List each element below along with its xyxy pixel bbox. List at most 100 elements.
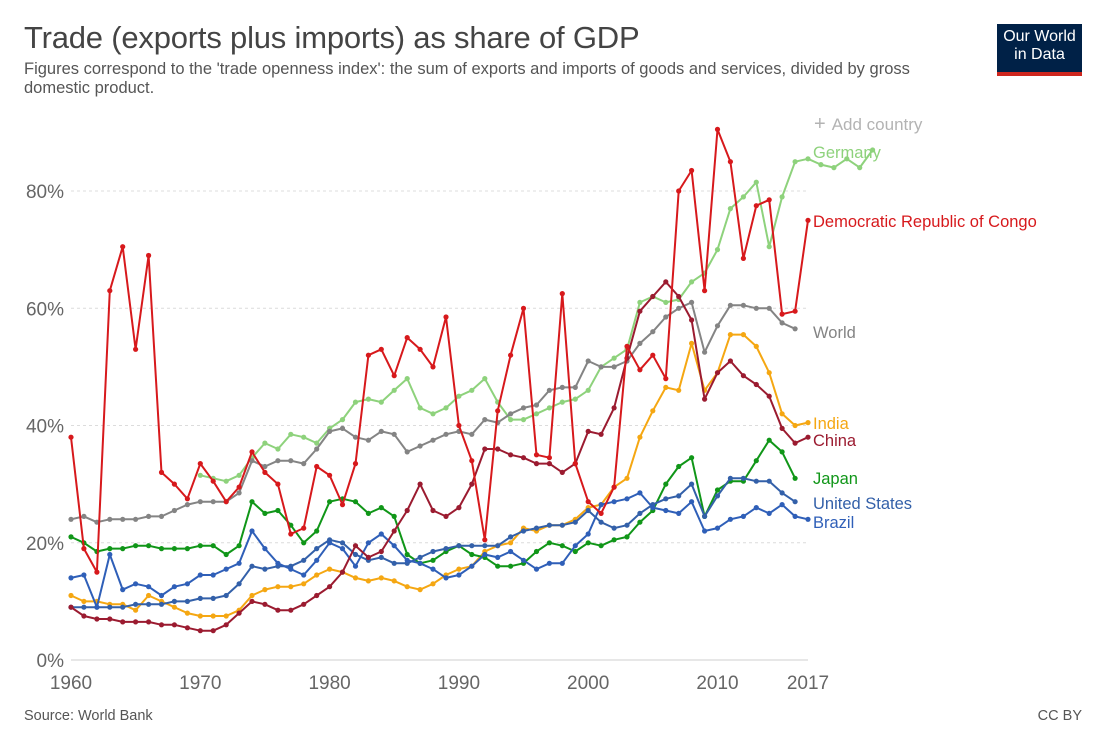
data-point-world: [236, 490, 242, 496]
data-point-democratic-republic-of-congo: [146, 252, 152, 259]
data-point-japan: [327, 499, 333, 505]
data-point-brazil: [766, 510, 772, 516]
data-point-democratic-republic-of-congo: [624, 343, 630, 349]
x-tick-label: 2000: [567, 673, 609, 694]
data-point-india: [676, 387, 682, 393]
data-point-india: [792, 422, 798, 429]
data-point-germany: [611, 355, 617, 361]
data-point-united-states: [146, 601, 152, 607]
data-point-germany: [533, 411, 540, 417]
data-point-china: [753, 381, 759, 388]
data-point-world: [146, 513, 152, 520]
data-point-japan: [611, 537, 617, 543]
data-point-brazil: [107, 551, 113, 558]
data-point-world: [559, 384, 565, 390]
data-point-world: [520, 405, 527, 411]
data-point-india: [146, 592, 152, 599]
data-point-democratic-republic-of-congo: [689, 167, 695, 174]
data-point-china: [301, 601, 307, 607]
data-point-china: [508, 452, 514, 458]
data-point-democratic-republic-of-congo: [702, 288, 708, 294]
data-point-india: [456, 566, 462, 572]
data-point-united-states: [714, 493, 721, 499]
series-line-india: [70, 333, 809, 617]
data-point-world: [753, 305, 759, 311]
data-point-democratic-republic-of-congo: [365, 352, 371, 358]
data-point-united-states: [262, 566, 268, 572]
data-point-world: [184, 502, 190, 508]
data-point-germany: [559, 399, 565, 405]
data-point-world: [81, 513, 87, 520]
series-label-brazil: Brazil: [813, 514, 854, 532]
data-point-china: [430, 507, 436, 514]
data-point-china: [495, 446, 501, 452]
data-point-united-states: [391, 560, 397, 566]
license-link[interactable]: CC BY: [1037, 708, 1082, 724]
data-point-india: [740, 332, 747, 338]
series-label-china: China: [813, 432, 857, 450]
data-point-germany: [301, 434, 307, 440]
data-point-democratic-republic-of-congo: [68, 434, 74, 440]
data-point-united-states: [520, 528, 527, 534]
data-point-democratic-republic-of-congo: [753, 203, 759, 209]
data-point-china: [314, 592, 320, 599]
data-point-world: [676, 305, 682, 311]
data-point-world: [546, 387, 553, 393]
data-point-democratic-republic-of-congo: [714, 126, 721, 132]
data-point-united-states: [779, 490, 785, 496]
data-point-china: [327, 584, 333, 590]
data-point-united-states: [533, 525, 540, 531]
data-point-china: [197, 628, 203, 634]
data-point-germany: [430, 411, 436, 417]
data-point-brazil: [301, 572, 307, 578]
data-point-japan: [753, 458, 759, 464]
data-point-brazil: [624, 496, 630, 502]
data-point-india: [766, 370, 772, 376]
data-point-germany: [663, 299, 669, 305]
data-point-china: [792, 440, 798, 446]
data-point-brazil: [275, 560, 281, 566]
data-point-united-states: [236, 581, 242, 587]
data-point-india: [779, 411, 785, 417]
data-point-china: [378, 548, 384, 555]
owid-logo[interactable]: Our World in Data: [997, 24, 1082, 76]
data-point-democratic-republic-of-congo: [197, 461, 203, 467]
data-point-democratic-republic-of-congo: [184, 496, 190, 502]
series-label-germany: Germany: [813, 144, 882, 162]
data-point-united-states: [572, 519, 578, 525]
data-point-germany: [275, 446, 281, 452]
data-point-world: [314, 446, 320, 452]
data-point-china: [94, 616, 100, 622]
data-point-democratic-republic-of-congo: [469, 458, 475, 464]
data-point-china: [236, 610, 242, 616]
add-country-label: Add country: [831, 115, 923, 134]
data-point-democratic-republic-of-congo: [598, 510, 604, 516]
data-point-democratic-republic-of-congo: [288, 531, 294, 537]
data-point-germany: [831, 165, 837, 171]
data-point-china: [133, 619, 139, 625]
data-point-world: [430, 437, 436, 443]
data-point-world: [404, 449, 410, 455]
data-point-brazil: [68, 575, 74, 581]
data-point-china: [779, 425, 785, 431]
data-point-democratic-republic-of-congo: [572, 461, 578, 467]
data-point-india: [327, 566, 333, 572]
source-note[interactable]: Source: World Bank: [24, 708, 153, 724]
data-point-united-states: [184, 598, 190, 605]
data-point-united-states: [689, 481, 695, 487]
data-point-japan: [262, 510, 268, 516]
data-point-united-states: [624, 522, 630, 528]
data-point-brazil: [197, 572, 203, 578]
data-point-democratic-republic-of-congo: [740, 255, 747, 261]
add-country-button[interactable]: + Add country: [814, 113, 922, 136]
data-point-democratic-republic-of-congo: [520, 305, 527, 311]
data-point-india: [81, 598, 87, 605]
data-point-brazil: [417, 560, 423, 566]
data-point-india: [508, 540, 514, 546]
data-point-india: [689, 340, 695, 346]
data-point-japan: [197, 543, 203, 549]
data-point-japan: [404, 551, 410, 558]
data-point-brazil: [482, 551, 488, 558]
data-point-democratic-republic-of-congo: [495, 408, 501, 414]
data-point-india: [624, 475, 630, 481]
